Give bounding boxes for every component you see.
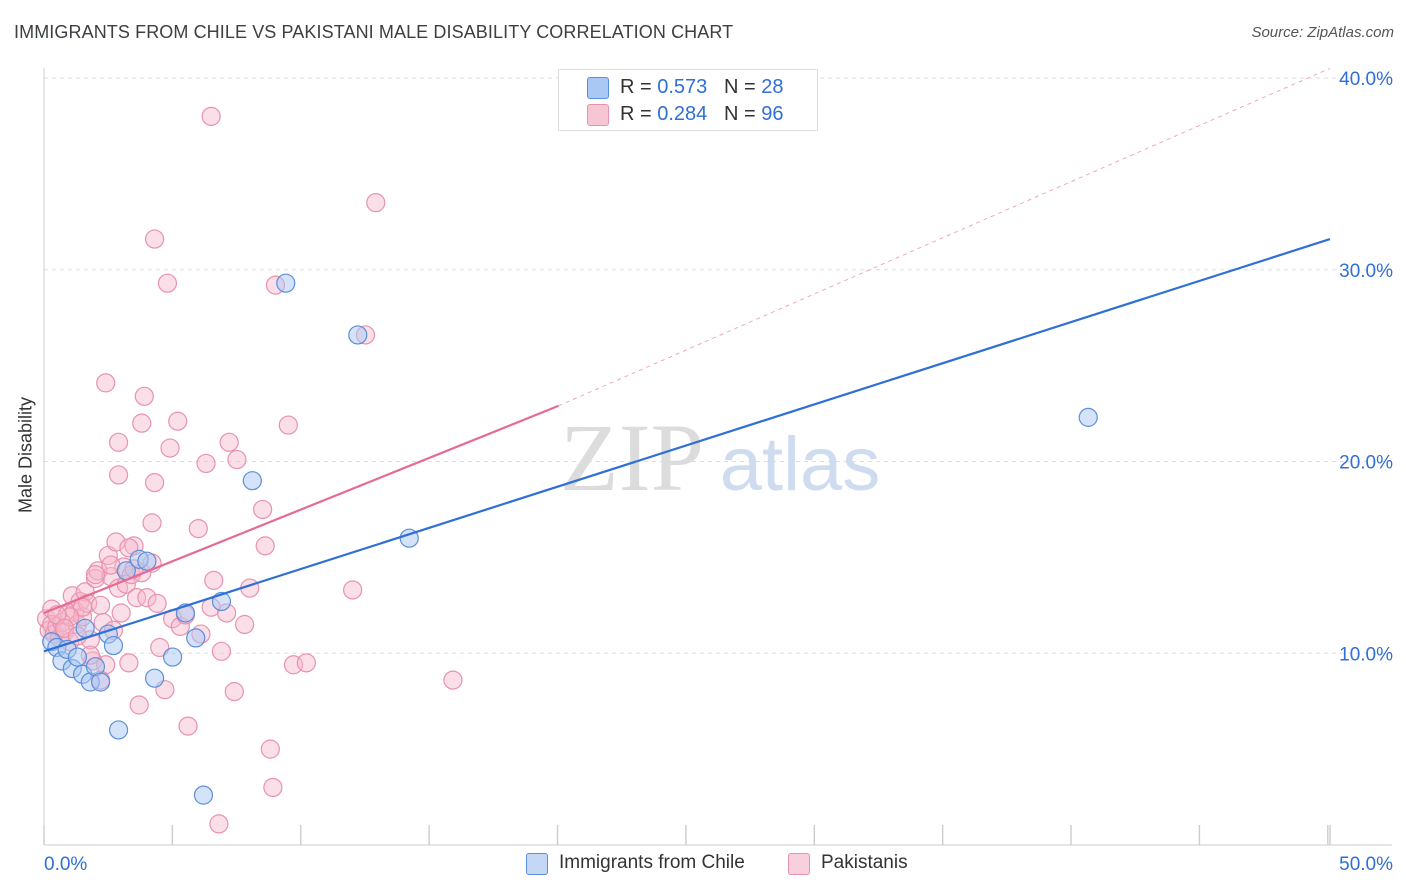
y-tick-label: 20.0%	[1339, 453, 1393, 474]
legend-r-value: 0.573	[657, 76, 708, 98]
pakistanis-point	[188, 519, 208, 539]
chile-point	[108, 720, 129, 740]
pakistanis-point	[144, 472, 165, 493]
pakistanis-point	[443, 670, 463, 690]
pakistanis-point	[111, 603, 131, 623]
pakistanis-point	[196, 453, 216, 474]
pakistanis-point	[219, 432, 239, 452]
watermark-zip: ZIP	[560, 404, 704, 511]
pakistanis-point	[36, 609, 57, 629]
pakistanis-point	[157, 273, 178, 293]
legend-n-value: 28	[761, 76, 784, 98]
pakistanis-point	[142, 513, 162, 533]
correlation-legend: R = 0.573 N = 28 R = 0.284 N = 96	[558, 69, 818, 131]
trend-lines	[43, 67, 1331, 653]
pakistanis-point	[263, 777, 283, 798]
pakistanis-point	[204, 570, 224, 590]
pakistanis-point	[96, 373, 116, 393]
chile-point	[163, 647, 183, 667]
axes	[43, 68, 1392, 846]
watermark: ZIP atlas	[560, 404, 880, 511]
chile-point	[67, 647, 88, 667]
pakistanis-point	[85, 565, 106, 585]
pakistanis-point	[211, 641, 232, 661]
chile-point	[137, 551, 157, 571]
legend-r-label: R =	[620, 76, 652, 98]
grid-lines	[44, 77, 1392, 654]
chile-point	[193, 785, 214, 805]
pakistanis-point	[168, 411, 188, 431]
legend-n-label: N =	[723, 103, 756, 125]
chile-point	[144, 668, 165, 688]
pakistanis-swatch	[587, 104, 609, 126]
pakistanis-point	[343, 580, 363, 600]
pakistanis-point	[129, 695, 149, 715]
x-tick-labels: 0.0% 50.0%	[44, 854, 1393, 875]
chile-point	[186, 628, 206, 648]
pakistanis-point	[178, 716, 198, 736]
chile-legend-label: Immigrants from Chile	[559, 852, 745, 873]
source-label: Source: ZipAtlas.com	[1251, 24, 1394, 41]
chile-point	[75, 618, 95, 638]
pakistanis-point	[108, 432, 129, 452]
pakistanis-point	[227, 449, 247, 470]
pakistanis-legend-label: Pakistanis	[821, 852, 908, 873]
pakistanis-point	[366, 193, 386, 213]
pakistanis-point	[235, 614, 255, 635]
chile-point	[90, 672, 111, 692]
x-tick-label: 50.0%	[1339, 854, 1393, 875]
y-tick-label: 30.0%	[1339, 261, 1393, 282]
y-tick-labels: 10.0% 20.0% 30.0% 40.0%	[1339, 69, 1393, 665]
legend-r-value: 0.284	[657, 103, 708, 125]
pakistanis-point	[147, 593, 167, 613]
y-tick-label: 40.0%	[1339, 69, 1393, 90]
chile-point	[348, 325, 368, 345]
chile-point	[242, 471, 262, 491]
pakistanis-point	[150, 637, 170, 658]
chile-swatch	[587, 77, 609, 99]
pakistanis-point	[108, 465, 129, 485]
pakistanis-point	[134, 386, 154, 406]
legend-n-label: N =	[723, 76, 756, 98]
y-axis-label: Male Disability	[15, 396, 36, 514]
y-tick-label: 10.0%	[1339, 644, 1393, 665]
pakistanis-point	[209, 814, 229, 834]
x-tick-label: 0.0%	[44, 854, 87, 875]
chart-title: IMMIGRANTS FROM CHILE VS PAKISTANI MALE …	[14, 22, 734, 42]
pakistanis-point	[255, 536, 275, 556]
chile-points	[42, 273, 1098, 805]
pakistanis-point	[137, 588, 157, 608]
legend-r-label: R =	[620, 103, 652, 125]
watermark-atlas: atlas	[720, 422, 881, 507]
pakistanis-point	[260, 739, 280, 759]
pakistanis-point	[201, 106, 221, 126]
chile-trend-line	[43, 238, 1331, 653]
pakistanis-trend-line	[43, 404, 559, 615]
pakistanis-point	[253, 499, 273, 520]
chile-point	[1078, 407, 1098, 427]
pakistanis-point	[90, 595, 111, 615]
pakistanis-point	[278, 415, 298, 435]
pakistanis-point	[224, 681, 244, 702]
pakistanis-point	[132, 413, 152, 433]
chile-point	[103, 635, 124, 656]
pakistanis-point	[144, 229, 165, 249]
pakistanis-point	[126, 588, 147, 608]
pakistanis-point	[160, 438, 180, 458]
chile-legend-swatch	[526, 853, 548, 875]
pakistanis-point	[296, 653, 316, 673]
pakistanis-legend-swatch	[788, 853, 810, 875]
chile-point	[276, 273, 296, 293]
legend-n-value: 96	[761, 103, 784, 125]
pakistanis-point	[119, 653, 139, 673]
